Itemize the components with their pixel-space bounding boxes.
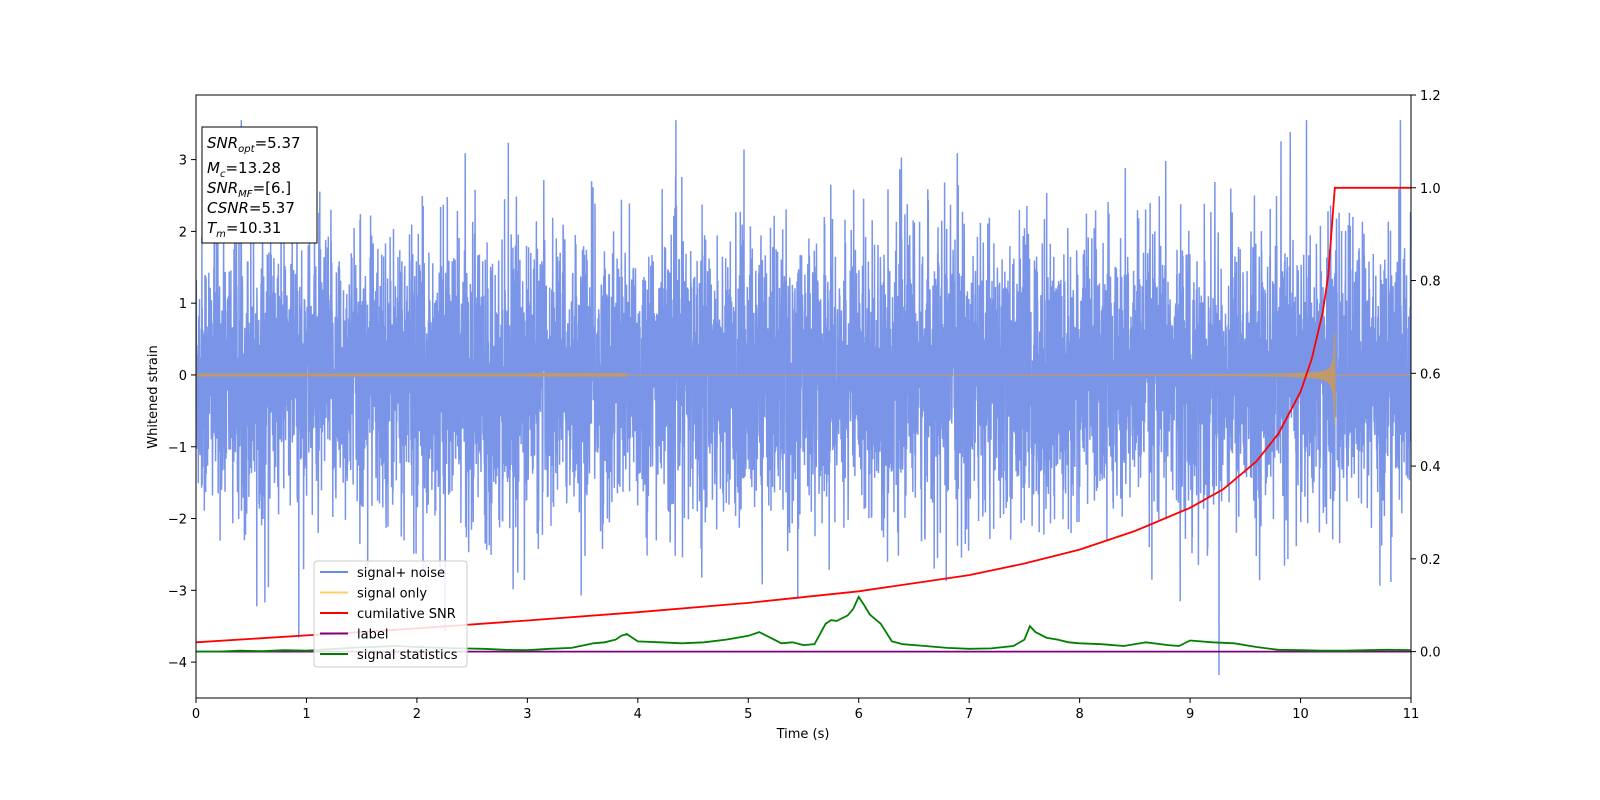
x-tick-label: 4 <box>634 707 642 722</box>
series-signal-only <box>196 333 1411 426</box>
x-tick-label: 9 <box>1186 707 1194 722</box>
info-tm-main: T <box>207 219 218 237</box>
legend-label: signal+ noise <box>357 566 445 581</box>
x-tick-label: 6 <box>855 707 863 722</box>
x-tick-label: 3 <box>523 707 531 722</box>
info-snr-mf-sub: MF <box>238 189 253 200</box>
info-mc: Mc=13.28 <box>207 159 281 180</box>
y-tick-left-label: −4 <box>168 656 187 671</box>
y-tick-left-label: −1 <box>168 441 187 456</box>
info-snr-opt: SNRopt=5.37 <box>207 134 301 155</box>
legend-label: cumilative SNR <box>357 607 456 622</box>
info-tm-sub: m <box>216 229 226 240</box>
x-tick-label: 1 <box>302 707 310 722</box>
info-snr-opt-main: SNR <box>207 134 238 152</box>
x-tick-label: 8 <box>1075 707 1083 722</box>
info-box: SNRopt=5.37 Mc=13.28 SNRMF=[6.] CSNR=5.3… <box>201 126 318 244</box>
info-snr-opt-sub: opt <box>238 144 255 155</box>
series-signal-noise <box>196 120 1411 676</box>
y-tick-left-label: −2 <box>168 513 187 528</box>
x-tick-label: 11 <box>1403 707 1420 722</box>
series-cumilative-snr <box>196 186 1411 644</box>
x-axis: 0 1 2 3 4 5 6 7 8 9 10 11 <box>192 698 1419 722</box>
info-csnr: CSNR=5.37 <box>207 199 295 217</box>
legend-label: signal only <box>357 587 427 602</box>
info-tm: Tm=10.31 <box>207 219 281 240</box>
info-csnr-main: CSNR <box>207 199 249 217</box>
info-snr-opt-value: =5.37 <box>255 134 301 152</box>
y-tick-right-label: 0.2 <box>1420 553 1441 568</box>
y-tick-right-label: 0.6 <box>1420 367 1441 382</box>
legend-label: label <box>357 628 388 643</box>
legend-frame <box>313 560 468 668</box>
info-snr-mf-main: SNR <box>207 179 238 197</box>
y-tick-right-label: 0.8 <box>1420 275 1441 290</box>
y-tick-right-label: 0.0 <box>1420 646 1441 661</box>
y-tick-left-label: 2 <box>179 225 187 240</box>
info-mc-value: =13.28 <box>225 159 281 177</box>
x-tick-label: 10 <box>1292 707 1309 722</box>
x-tick-label: 7 <box>965 707 973 722</box>
x-tick-label: 5 <box>744 707 752 722</box>
legend-label: signal statistics <box>357 648 458 663</box>
info-tm-value: =10.31 <box>226 219 282 237</box>
y-tick-right-label: 0.4 <box>1420 460 1441 475</box>
legend: signal+ noise signal only cumilative SNR la… <box>313 560 468 668</box>
y-axis-right: 0.0 0.2 0.4 0.6 0.8 1.0 1.2 <box>1411 89 1441 661</box>
y-tick-left-label: 1 <box>179 297 187 312</box>
y-tick-left-label: 3 <box>179 154 187 169</box>
info-mc-main: M <box>207 159 220 177</box>
info-csnr-value: =5.37 <box>249 199 295 217</box>
y-tick-left-label: 0 <box>179 369 187 384</box>
info-mc-sub: c <box>220 169 226 180</box>
y-axis-label: Whitened strain <box>146 345 161 448</box>
y-tick-right-label: 1.2 <box>1420 89 1441 104</box>
info-box-frame <box>201 126 318 244</box>
x-axis-label: Time (s) <box>776 727 830 742</box>
y-tick-right-label: 1.0 <box>1420 182 1441 197</box>
plot-frame <box>195 94 1412 699</box>
info-snr-mf-value: =[6.] <box>253 179 292 197</box>
series-signal-statistics <box>196 595 1411 653</box>
info-snr-mf: SNRMF=[6.] <box>207 179 291 200</box>
y-tick-left-label: −3 <box>168 584 187 599</box>
x-tick-label: 0 <box>192 707 200 722</box>
x-tick-label: 2 <box>413 707 421 722</box>
y-axis-left: −4 −3 −2 −1 0 1 2 3 <box>168 154 196 671</box>
